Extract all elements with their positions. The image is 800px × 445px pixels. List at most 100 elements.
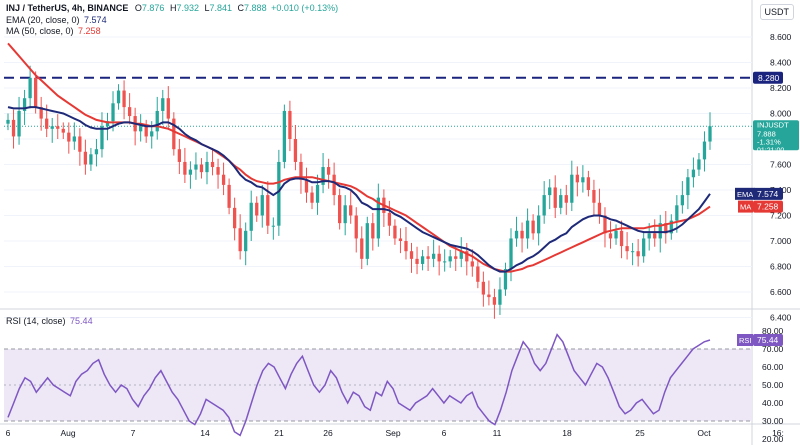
candle-body — [443, 261, 447, 263]
candle-body — [409, 251, 414, 259]
candle-body — [221, 174, 226, 185]
time-tick-label: 14 — [200, 428, 210, 438]
ema-legend-label: EMA (20, close, 0) — [6, 15, 80, 25]
candle-body — [100, 126, 104, 150]
rsi-tick-label: 30.00 — [762, 416, 784, 426]
candle-body — [625, 246, 629, 252]
candle-body — [78, 136, 82, 152]
price-tick-label: 8.600 — [770, 32, 792, 42]
candle-body — [94, 149, 99, 155]
candle-body — [675, 205, 679, 221]
rsi-line — [7, 333, 711, 437]
resistance-tag — [753, 71, 783, 84]
ema-value-label: 7.574 — [757, 189, 779, 199]
candle-body — [537, 215, 541, 234]
candle-body — [155, 110, 159, 132]
ema-value-box — [753, 187, 783, 200]
candle-body — [614, 230, 618, 239]
change-value: +0.010 (+0.13%) — [271, 3, 339, 13]
candle-body — [636, 251, 640, 257]
ema-legend-value: 7.574 — [84, 15, 107, 25]
candle-body — [454, 256, 458, 259]
candle-body — [22, 98, 27, 111]
candle-body — [127, 107, 132, 117]
open-label: O — [134, 3, 142, 13]
price-tick-label: 7.000 — [770, 236, 792, 246]
candle-body — [658, 223, 662, 239]
candle-body — [288, 110, 292, 139]
candle-body — [28, 77, 32, 99]
candle-body — [581, 177, 585, 183]
rsi-tag-box — [737, 334, 753, 346]
candle-body — [492, 297, 497, 305]
ma-legend-value: 7.258 — [78, 26, 101, 36]
rsi-tick-label: 80.00 — [762, 326, 784, 336]
time-tick-label: 6 — [6, 428, 11, 438]
candle-body — [669, 220, 673, 234]
rsi-tick-label: 40.00 — [762, 398, 784, 408]
price-tick-label: 8.000 — [770, 109, 792, 119]
currency-button[interactable]: USDT — [759, 4, 794, 20]
candle-body — [39, 107, 43, 119]
candle-body — [321, 167, 325, 185]
candle-body — [50, 126, 54, 129]
candle-body — [597, 202, 602, 216]
candle-body — [11, 119, 16, 137]
candle-body — [697, 159, 701, 170]
candle-body — [216, 167, 220, 175]
candle-body — [326, 167, 331, 175]
candle-body — [255, 202, 259, 216]
low-label: L — [204, 3, 210, 13]
ma-value-label: 7.258 — [757, 202, 779, 212]
candle-body — [139, 126, 143, 132]
time-tick-label: 18 — [562, 428, 572, 438]
ma-tag-label: MA — [740, 203, 751, 212]
candle-body — [6, 119, 10, 124]
candle-body — [111, 103, 115, 122]
time-tick-label: 25 — [635, 428, 645, 438]
candle-body — [531, 220, 535, 234]
candle-body — [653, 233, 657, 239]
candle-body — [514, 230, 519, 239]
candle-body — [315, 184, 320, 203]
candle-body — [702, 141, 707, 160]
candle-body — [238, 228, 242, 252]
candle-body — [194, 164, 198, 170]
rsi-tag-label: RSI — [739, 336, 752, 345]
candle-body — [61, 128, 65, 133]
candle-body — [476, 266, 480, 282]
candle-body — [426, 256, 430, 259]
candle-body — [503, 269, 508, 290]
candle-body — [470, 261, 474, 267]
candle-body — [371, 223, 375, 239]
candle-body — [244, 230, 248, 252]
price-tick-label: 6.800 — [770, 262, 792, 272]
candle-body — [592, 190, 596, 203]
time-tick-label: 16: — [772, 428, 784, 438]
last-price-change: -1.31% — [757, 137, 781, 146]
candle-body — [553, 187, 557, 208]
ema-20-line — [7, 106, 711, 273]
candle-body — [459, 251, 463, 259]
candle-body — [144, 126, 148, 137]
open-value: 7.876 — [141, 3, 165, 13]
candle-body — [575, 174, 579, 183]
ema-tag-label: EMA — [737, 190, 753, 199]
high-value: 7.932 — [176, 3, 199, 13]
candle-body — [509, 238, 513, 270]
candle-body — [487, 294, 491, 298]
candle-body — [150, 131, 154, 137]
time-tick-label: Oct — [697, 428, 711, 438]
candle-body — [232, 207, 237, 229]
time-tick-label: 21 — [274, 428, 284, 438]
candle-body — [310, 192, 314, 203]
price-tick-label: 6.600 — [770, 287, 792, 297]
candle-body — [72, 136, 76, 142]
candle-body — [67, 132, 71, 142]
candle-body — [664, 223, 668, 234]
price-tick-label: 8.200 — [770, 83, 792, 93]
candle-body — [172, 118, 176, 150]
candle-body — [349, 205, 353, 216]
candle-body — [686, 177, 690, 196]
